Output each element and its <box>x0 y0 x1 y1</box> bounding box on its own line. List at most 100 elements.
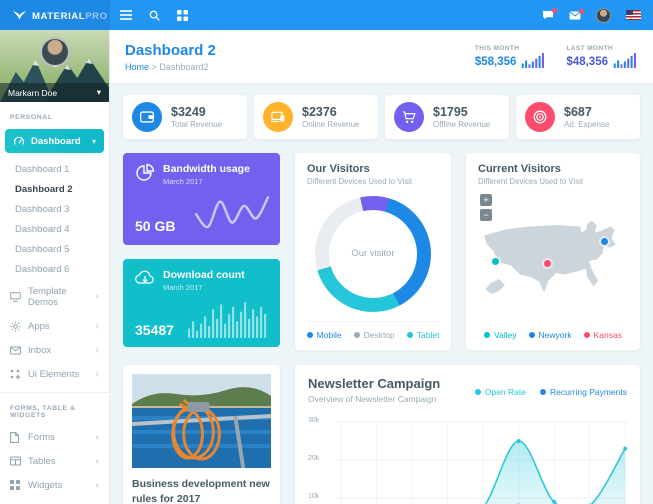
menu-label: Widgets <box>28 479 63 491</box>
stat-value: $58,356 <box>474 56 517 68</box>
hamburger-menu-icon[interactable] <box>120 10 132 20</box>
revenue-label: Ad. Expense <box>564 120 610 129</box>
menu-label: Tables <box>28 455 56 467</box>
sidebar-item-apps[interactable]: Apps ‹ <box>0 314 109 338</box>
map-title: Current Visitors <box>478 163 561 175</box>
notification-badge <box>552 8 557 13</box>
sidebar-item-dashboard-3[interactable]: Dashboard 3 <box>15 203 70 215</box>
offline-revenue-card[interactable]: $1795 Offline Revenue <box>385 95 509 139</box>
user-name-bar[interactable]: Markarn Doe ▾ <box>0 83 109 102</box>
revenue-label: Offline Revenue <box>433 120 491 129</box>
legend-label: Tablet <box>416 330 440 340</box>
gear-icon <box>10 320 21 332</box>
legend-item-newyork[interactable]: Newyork <box>528 330 572 340</box>
user-name: Markarn Doe <box>8 87 58 98</box>
legend-item-desktop[interactable]: Desktop <box>353 330 395 340</box>
sidebar-item-tables[interactable]: Tables ‹ <box>0 449 109 473</box>
menu-label: Template Demos <box>28 285 67 308</box>
newsletter-legend: Open Rate Recurring Payments <box>474 376 627 404</box>
stat-label: THIS MONTH <box>474 45 520 52</box>
legend-label: Kansas <box>593 330 622 340</box>
menu-label: Forms <box>28 431 55 443</box>
brand-logo[interactable]: MATERIALPRO <box>0 0 110 30</box>
sidebar-item-dashboard-5[interactable]: Dashboard 5 <box>15 243 70 255</box>
donut-center-label: Our visitor <box>329 209 417 298</box>
visitors-donut[interactable]: Our visitor <box>315 195 431 312</box>
brand-text-light: PRO <box>85 11 108 22</box>
y-axis-tick: 20k <box>308 455 320 462</box>
usa-map-shape <box>484 220 616 294</box>
breadcrumb: Home > Dashboard2 <box>125 62 216 72</box>
revenue-card-icon devices-icon <box>263 102 293 132</box>
ad-expense-card[interactable]: $687 Ad. Expense <box>516 95 640 139</box>
revenue-card-icon wallet-icon <box>132 102 162 132</box>
sidebar-item-dashboard[interactable]: Dashboard ▾ <box>5 129 104 153</box>
visitors-legend: Mobile Desktop Tablet <box>306 321 440 340</box>
language-flag-icon[interactable] <box>626 10 641 20</box>
map-zoom-out-button[interactable]: − <box>480 209 492 221</box>
chevron-left-icon: ‹ <box>95 455 99 467</box>
sidebar-item-forms[interactable]: Forms ‹ <box>0 425 109 449</box>
sidebar-divider <box>0 392 109 393</box>
brand-text-bold: MATERIAL <box>32 11 86 22</box>
y-axis-tick: 10k <box>308 493 320 500</box>
bandwidth-sparkline <box>194 196 270 229</box>
legend-label: Mobile <box>316 330 342 340</box>
breadcrumb-home[interactable]: Home <box>125 61 150 72</box>
chevron-left-icon: ‹ <box>95 344 99 356</box>
download-title: Download count <box>163 269 245 281</box>
legend-item-mobile[interactable]: Mobile <box>306 330 342 340</box>
sidebar-item-ui-elements[interactable]: Ui Elements ‹ <box>0 362 109 386</box>
total-revenue-card[interactable]: $3249 Total Revenue <box>123 95 247 139</box>
main-content: Dashboard 2 Home > Dashboard2 THIS MONTH… <box>110 30 653 504</box>
sidebar-item-widgets[interactable]: Widgets ‹ <box>0 473 109 497</box>
file-icon <box>10 431 21 443</box>
download-sparkline <box>188 302 267 338</box>
online-revenue-card[interactable]: $2376 Online Revenue <box>254 95 378 139</box>
topbar: MATERIALPRO <box>0 0 653 30</box>
article-title[interactable]: Business development new rules for 2017 <box>132 478 270 504</box>
map-marker-kansas[interactable] <box>544 259 551 267</box>
news-article-card[interactable]: Business development new rules for 2017 <box>123 365 280 504</box>
apps-grid-icon[interactable] <box>177 9 188 21</box>
sidebar-item-dashboard-2[interactable]: Dashboard 2 <box>15 183 73 195</box>
revenue-label: Total Revenue <box>171 120 223 129</box>
sidebar-item-dashboard-4[interactable]: Dashboard 4 <box>15 223 70 235</box>
map-marker-newyork[interactable] <box>601 237 608 245</box>
sidebar-user-avatar[interactable] <box>39 37 70 67</box>
table-icon <box>10 456 21 466</box>
chevron-left-icon: ‹ <box>95 291 99 302</box>
profile-panel: Markarn Doe ▾ <box>0 30 109 102</box>
map-marker-valley[interactable] <box>491 258 499 266</box>
legend-dot <box>306 332 313 338</box>
message-badge <box>579 8 584 14</box>
legend-dot <box>406 332 413 338</box>
sidebar-item-dashboard-6[interactable]: Dashboard 6 <box>15 263 70 275</box>
legend-item-open-rate[interactable]: Open Rate <box>474 379 526 404</box>
sidebar-item-dashboard-1[interactable]: Dashboard 1 <box>15 163 70 175</box>
bandwidth-period: March 2017 <box>163 177 203 186</box>
map-zoom-in-button[interactable]: + <box>480 194 492 206</box>
search-icon[interactable] <box>149 10 160 21</box>
article-photo <box>131 374 272 469</box>
sidebar-item-inbox[interactable]: Inbox ‹ <box>0 338 109 362</box>
chevron-left-icon: ‹ <box>95 368 99 380</box>
notifications-icon[interactable] <box>542 8 557 20</box>
sidebar-item-template-demos[interactable]: Template Demos ‹ <box>0 279 109 314</box>
download-value: 35487 <box>135 322 174 338</box>
user-avatar[interactable] <box>596 7 611 23</box>
legend-item-kansas[interactable]: Kansas <box>583 330 622 340</box>
bandwidth-usage-card[interactable]: Bandwidth usage March 2017 50 GB <box>123 153 280 245</box>
legend-item-recurring-payments[interactable]: Recurring Payments <box>539 379 627 404</box>
stat-label: LAST MONTH <box>566 45 614 52</box>
revenue-value: $3249 <box>171 105 206 119</box>
this-month-sparkline <box>522 53 545 68</box>
legend-item-tablet[interactable]: Tablet <box>406 330 440 340</box>
usa-map[interactable]: + − <box>478 192 628 330</box>
legend-item-valley[interactable]: Valley <box>484 330 517 340</box>
messages-icon[interactable] <box>569 8 584 20</box>
visitors-title: Our Visitors <box>307 163 370 175</box>
download-count-card[interactable]: Download count March 2017 35487 <box>123 259 280 347</box>
last-month-sparkline <box>613 53 636 68</box>
newsletter-chart[interactable]: 30k 20k 10k <box>308 414 627 504</box>
